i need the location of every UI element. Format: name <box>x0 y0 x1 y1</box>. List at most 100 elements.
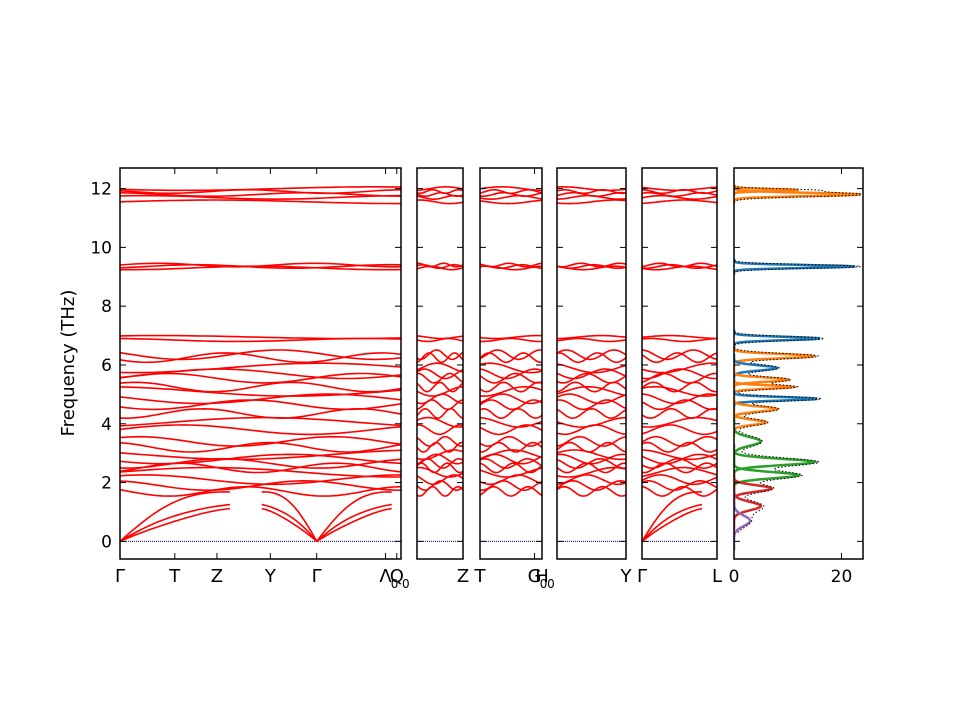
x-tick-label: T <box>474 566 487 587</box>
acoustic-branch <box>120 503 231 543</box>
band-lines <box>642 186 717 543</box>
y-ticks <box>557 188 626 542</box>
dos-panel: 0 20 <box>729 167 864 587</box>
band-line <box>417 480 463 492</box>
band-line <box>557 453 626 465</box>
band-line <box>417 399 463 411</box>
band-line <box>417 381 463 393</box>
band-line <box>642 263 717 269</box>
band-line <box>120 393 401 405</box>
band-line <box>120 479 401 491</box>
y-ticks <box>642 188 717 542</box>
band-line <box>120 441 401 453</box>
band-line <box>557 368 626 380</box>
acoustic-branch <box>120 507 231 543</box>
band-line <box>642 352 717 364</box>
dos-component-curve <box>734 444 819 480</box>
dos-component-curve <box>734 417 763 465</box>
band-line <box>557 385 626 397</box>
band-line <box>417 462 463 474</box>
band-line <box>557 479 626 492</box>
dos-component-curve <box>734 408 769 437</box>
band-line <box>417 199 463 205</box>
band-line <box>417 474 463 486</box>
band-line <box>642 441 717 453</box>
band-line <box>120 386 401 397</box>
band-line <box>642 337 717 343</box>
band-line <box>480 399 542 411</box>
band-line <box>417 372 463 384</box>
band-line <box>417 186 463 192</box>
dos-component-curve <box>734 470 774 507</box>
band-line <box>417 485 463 497</box>
band-line <box>557 352 626 364</box>
band-line <box>480 435 542 447</box>
band-line <box>480 262 542 268</box>
y-tick-label: 8 <box>101 297 112 317</box>
band-line <box>642 453 717 465</box>
band-line <box>417 466 463 478</box>
band-line <box>417 407 463 420</box>
band-line <box>480 381 542 393</box>
panel-frame <box>479 167 543 560</box>
band-line <box>557 191 626 197</box>
band-line <box>417 335 463 340</box>
band-line <box>480 485 542 497</box>
band-line <box>480 424 542 436</box>
x-tick-label: T <box>168 566 181 587</box>
band-line <box>557 441 626 453</box>
band-line <box>417 441 463 453</box>
band-line <box>557 186 626 192</box>
band-line <box>480 393 542 405</box>
x-tick-subscript: 0 <box>391 577 399 591</box>
y-axis-label: Frequency (THz) <box>58 290 79 437</box>
band-lines <box>480 186 542 542</box>
band-line <box>557 457 626 470</box>
dos-component-curve <box>734 329 821 348</box>
panel-frame <box>641 167 718 560</box>
band-line <box>120 372 401 384</box>
band-line <box>557 189 626 195</box>
band-line <box>642 485 717 497</box>
acoustic-branch <box>261 503 318 542</box>
band-line <box>480 462 542 474</box>
band-line <box>557 393 626 405</box>
band-line <box>557 399 626 411</box>
band-line <box>642 199 717 205</box>
band-line <box>417 362 463 373</box>
y-tick-label: 12 <box>90 180 112 200</box>
band-line <box>480 349 542 361</box>
band-line <box>557 337 626 343</box>
band-line <box>120 449 401 461</box>
dos-component-curve <box>734 491 752 551</box>
band-line <box>642 385 717 397</box>
ylabel: Frequency (THz) <box>58 290 79 437</box>
band-line <box>642 381 717 393</box>
band-line <box>642 194 717 200</box>
band-line <box>480 474 542 486</box>
band-line <box>557 424 626 436</box>
band-line <box>120 199 401 205</box>
dos-frame <box>733 167 864 560</box>
band-line <box>642 372 717 384</box>
dos-component-curve <box>734 258 856 275</box>
y-tick-label: 0 <box>101 532 112 552</box>
band-line <box>480 457 542 470</box>
band-line <box>557 407 626 420</box>
band-line <box>480 334 542 340</box>
band-line <box>480 385 542 397</box>
dos-x-tick-label: 20 <box>831 567 853 587</box>
band-line <box>120 435 401 447</box>
band-line <box>417 349 463 361</box>
x-tick-label: Γ <box>637 566 647 587</box>
band-line <box>480 199 542 205</box>
band-line <box>642 362 717 374</box>
x-tick-label: Y <box>620 566 633 587</box>
x-tick-subscript: 0 <box>540 577 548 591</box>
band-line <box>480 194 542 201</box>
